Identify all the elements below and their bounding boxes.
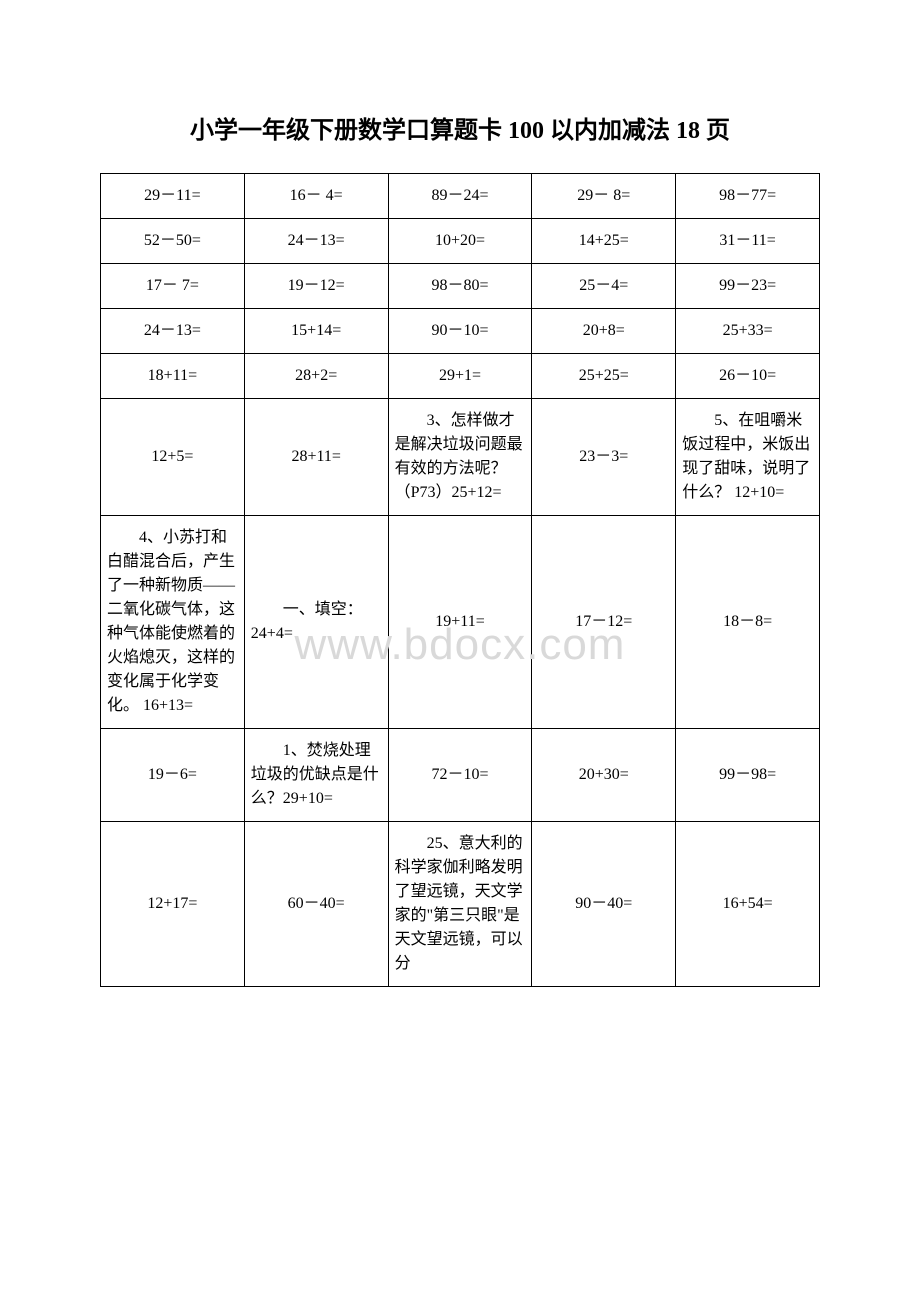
table-row: 24－13=15+14=90－10=20+8=25+33= [101, 309, 820, 354]
page-title: 小学一年级下册数学口算题卡 100 以内加减法 18 页 [100, 110, 820, 145]
table-cell: 19－6= [101, 729, 245, 822]
table-cell: 29－11= [101, 174, 245, 219]
table-cell: 24－13= [101, 309, 245, 354]
table-cell: 4、小苏打和白醋混合后，产生了一种新物质——二氧化碳气体，这种气体能使燃着的火焰… [101, 516, 245, 729]
table-row: 19－6=1、焚烧处理垃圾的优缺点是什么？29+10=72－10=20+30=9… [101, 729, 820, 822]
table-cell: 31－11= [676, 219, 820, 264]
table-cell: 29－ 8= [532, 174, 676, 219]
table-cell: 17－12= [532, 516, 676, 729]
table-cell: 98－77= [676, 174, 820, 219]
table-cell: 16+54= [676, 822, 820, 987]
table-row: 52－50=24－13=10+20=14+25=31－11= [101, 219, 820, 264]
math-problems-table: 29－11=16－ 4=89－24=29－ 8=98－77=52－50=24－1… [100, 173, 820, 987]
table-row: 4、小苏打和白醋混合后，产生了一种新物质——二氧化碳气体，这种气体能使燃着的火焰… [101, 516, 820, 729]
table-cell: 18+11= [101, 354, 245, 399]
table-cell: 17－ 7= [101, 264, 245, 309]
table-cell: 18－8= [676, 516, 820, 729]
table-row: 18+11=28+2=29+1=25+25=26－10= [101, 354, 820, 399]
table-row: 12+17=60－40=25、意大利的科学家伽利略发明了望远镜，天文学家的"第三… [101, 822, 820, 987]
table-cell: 20+30= [532, 729, 676, 822]
table-row: 17－ 7=19－12=98－80=25－4=99－23= [101, 264, 820, 309]
table-cell: 24－13= [244, 219, 388, 264]
table-cell: 1、焚烧处理垃圾的优缺点是什么？29+10= [244, 729, 388, 822]
table-cell: 99－23= [676, 264, 820, 309]
table-cell: 60－40= [244, 822, 388, 987]
table-cell: 90－40= [532, 822, 676, 987]
table-cell: 一、填空：24+4= [244, 516, 388, 729]
table-cell: 25+25= [532, 354, 676, 399]
table-cell: 12+17= [101, 822, 245, 987]
table-cell: 10+20= [388, 219, 532, 264]
table-row: 12+5=28+11=3、怎样做才是解决垃圾问题最有效的方法呢？（P73）25+… [101, 399, 820, 516]
table-cell: 16－ 4= [244, 174, 388, 219]
table-cell: 14+25= [532, 219, 676, 264]
table-cell: 99－98= [676, 729, 820, 822]
table-cell: 90－10= [388, 309, 532, 354]
table-row: 29－11=16－ 4=89－24=29－ 8=98－77= [101, 174, 820, 219]
table-cell: 15+14= [244, 309, 388, 354]
table-cell: 52－50= [101, 219, 245, 264]
table-cell: 12+5= [101, 399, 245, 516]
table-cell: 19+11= [388, 516, 532, 729]
table-cell: 29+1= [388, 354, 532, 399]
table-cell: 19－12= [244, 264, 388, 309]
table-cell: 25+33= [676, 309, 820, 354]
table-cell: 5、在咀嚼米饭过程中，米饭出现了甜味，说明了什么？ 12+10= [676, 399, 820, 516]
table-cell: 3、怎样做才是解决垃圾问题最有效的方法呢？（P73）25+12= [388, 399, 532, 516]
table-cell: 72－10= [388, 729, 532, 822]
table-cell: 25－4= [532, 264, 676, 309]
table-cell: 89－24= [388, 174, 532, 219]
table-cell: 20+8= [532, 309, 676, 354]
table-cell: 28+2= [244, 354, 388, 399]
table-cell: 26－10= [676, 354, 820, 399]
table-cell: 23－3= [532, 399, 676, 516]
table-cell: 25、意大利的科学家伽利略发明了望远镜，天文学家的"第三只眼"是天文望远镜，可以… [388, 822, 532, 987]
table-body: 29－11=16－ 4=89－24=29－ 8=98－77=52－50=24－1… [101, 174, 820, 987]
table-cell: 28+11= [244, 399, 388, 516]
table-cell: 98－80= [388, 264, 532, 309]
